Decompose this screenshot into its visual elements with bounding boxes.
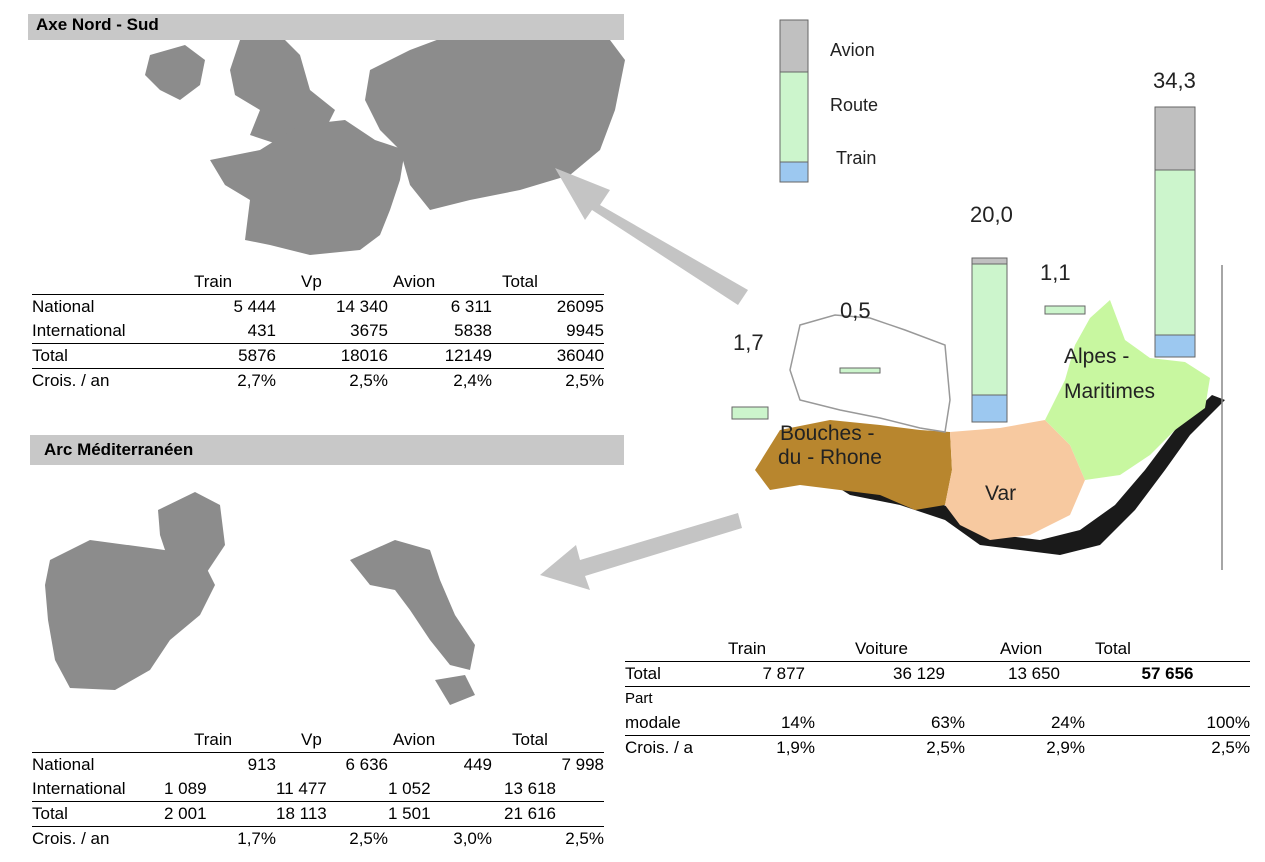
arc-med-table: Train Vp Avion Total National 913 6 636 … (32, 728, 604, 851)
bouches-du-rhone-shape (755, 420, 952, 510)
southern-france-shape (158, 492, 225, 575)
table-row: Total 7 877 36 129 13 650 57 656 (625, 661, 1250, 687)
arc-med-banner: Arc Méditerranéen (30, 435, 624, 465)
table-row: Crois. / an 1,7% 2,5% 3,0% 2,5% (32, 829, 604, 848)
arc-med-title: Arc Méditerranéen (44, 440, 194, 459)
table-row: Total 2 001 18 113 1 501 21 616 (32, 801, 604, 827)
table-row: National 5 444 14 340 6 311 26095 (32, 297, 604, 316)
sicily-shape (435, 675, 475, 705)
table-row: National 913 6 636 449 7 998 (32, 755, 604, 774)
iberia-shape (45, 540, 215, 690)
map-shadow (770, 395, 1225, 555)
italy-shape (350, 540, 475, 670)
label-bouches-1: Bouches - (780, 422, 875, 445)
label-bouches-2: du - Rhone (778, 446, 882, 469)
label-alpes-1: Alpes - (1064, 345, 1130, 368)
value-bouches-top: 0,5 (840, 298, 871, 323)
britain-shape (230, 30, 335, 145)
legend-avion-label: Avion (830, 40, 875, 60)
value-alpes: 34,3 (1153, 68, 1196, 93)
var-shape (945, 420, 1085, 540)
table-row: modale 14% 63% 24% 100% (625, 711, 1250, 736)
arrows (540, 168, 748, 590)
ireland-shape (145, 45, 205, 100)
mediterranean-map (45, 492, 475, 705)
table-row: Total 5876 18016 12149 36040 (32, 343, 604, 369)
bouches-outline (789, 314, 951, 433)
table-row: International 431 3675 5838 9945 (32, 319, 604, 344)
value-var: 20,0 (970, 202, 1013, 227)
france-shape (210, 120, 405, 255)
nord-sud-title: Axe Nord - Sud (36, 15, 159, 34)
region-table: Train Voiture Avion Total Total 7 877 36… (625, 637, 1250, 760)
alpes-maritimes-shape (1045, 300, 1210, 480)
label-var: Var (985, 482, 1017, 505)
table-header-row: Train Voiture Avion Total (625, 637, 1250, 662)
region-map (755, 265, 1225, 570)
central-europe-shape (365, 20, 625, 210)
table-row: Crois. / a 1,9% 2,5% 2,9% 2,5% (625, 738, 1250, 757)
map-bars (731, 106, 1196, 423)
nord-sud-table: Train Vp Avion Total National 5 444 14 3… (32, 270, 604, 393)
legend-route-label: Route (830, 95, 879, 115)
nord-sud-banner: Axe Nord - Sud (28, 14, 624, 40)
legend-bar (779, 19, 809, 183)
europe-north-map (145, 20, 625, 255)
table-row: International 1 089 11 477 1 052 13 618 (32, 777, 604, 802)
value-alpes-small: 1,1 (1040, 260, 1071, 285)
arrow-to-med (540, 513, 742, 590)
arrow-to-north (555, 168, 748, 305)
value-bouches-left: 1,7 (733, 330, 764, 355)
table-header-row: Train Vp Avion Total (32, 728, 604, 753)
table-row: Crois. / an 2,7% 2,5% 2,4% 2,5% (32, 371, 604, 390)
table-row: Part (625, 690, 653, 707)
table-header-row: Train Vp Avion Total (32, 270, 604, 295)
legend-train-label: Train (836, 148, 877, 168)
label-alpes-2: Maritimes (1064, 380, 1156, 403)
